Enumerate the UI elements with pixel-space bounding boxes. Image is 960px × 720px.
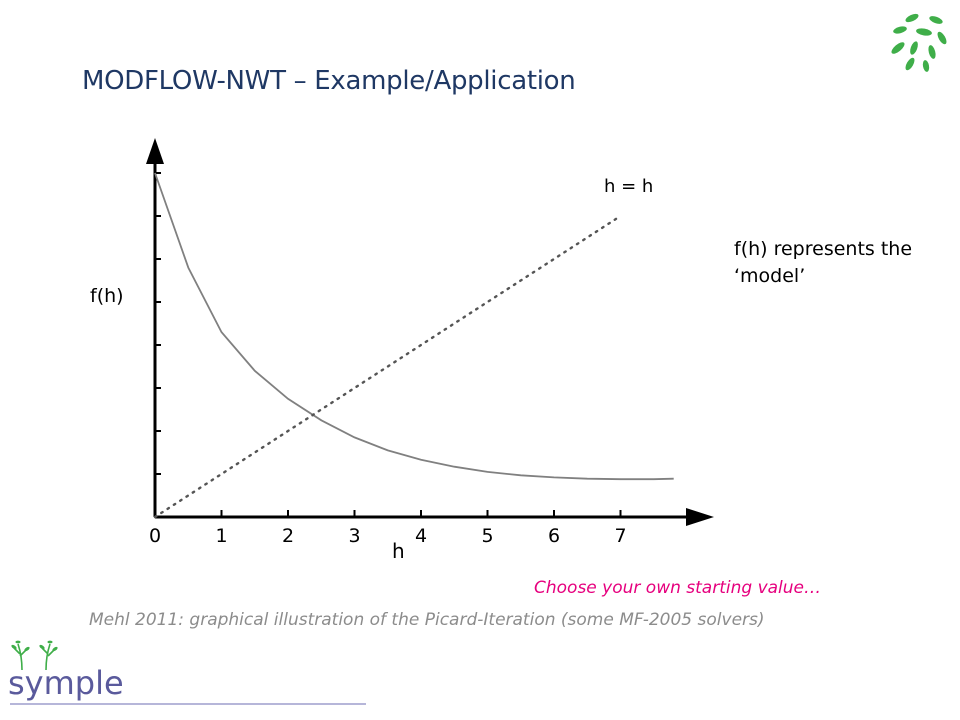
x-tick-label-5: 5: [481, 525, 493, 547]
identity-line-label: h = h: [604, 176, 653, 197]
starting-value-hint: Choose your own starting value…: [534, 578, 821, 598]
x-tick-label-2: 2: [282, 525, 294, 547]
picard-iteration-chart: 0 1 2 3 4 5 6 7 f(h) h h = h: [90, 138, 714, 563]
slide-title: MODFLOW-NWT – Example/Application: [82, 66, 576, 96]
x-axis-arrow: [686, 508, 714, 526]
leaf-logo-icon: [891, 13, 947, 72]
symple-logo: symple: [8, 640, 366, 705]
brand-name: symple: [8, 664, 124, 702]
model-curve: [154, 172, 674, 481]
figure-caption: Mehl 2011: graphical illustration of the…: [89, 610, 765, 630]
x-tick-label-4: 4: [415, 525, 427, 547]
model-note: f(h) represents the ‘model’: [734, 238, 913, 287]
identity-line: [153, 214, 622, 519]
y-axis-arrow: [146, 138, 164, 164]
x-tick-label-0: 0: [149, 525, 161, 547]
x-tick-label-1: 1: [215, 525, 227, 547]
x-tick-label-3: 3: [348, 525, 360, 547]
x-axis-label: h: [392, 539, 405, 563]
x-tick-label-6: 6: [548, 525, 560, 547]
y-axis-label: f(h): [90, 285, 124, 307]
x-tick-label-7: 7: [614, 525, 626, 547]
